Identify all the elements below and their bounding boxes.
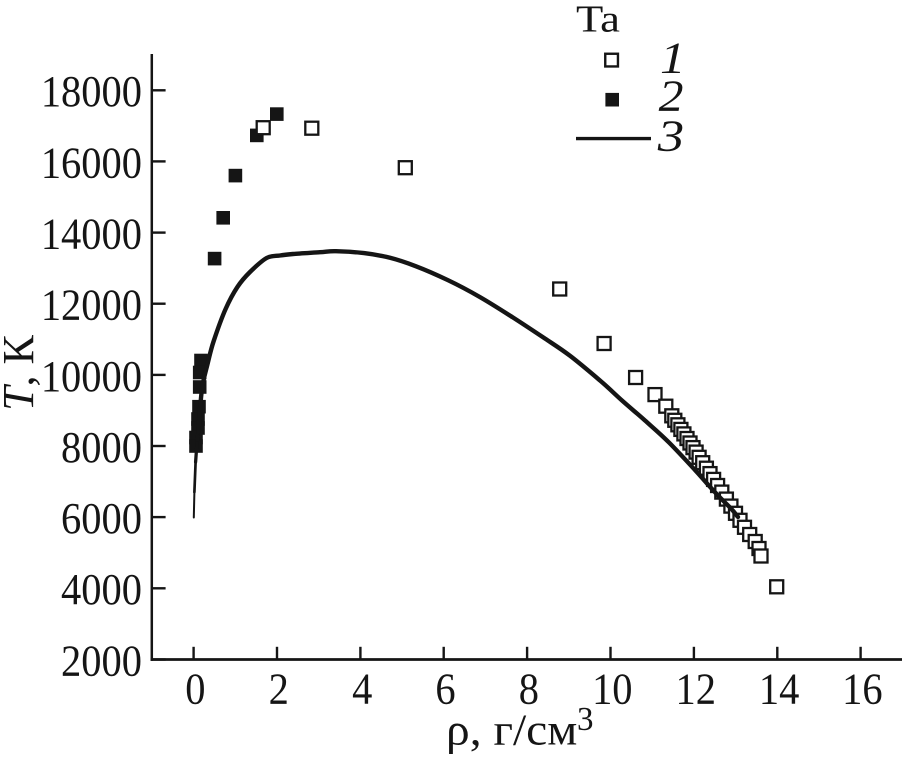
svg-text:8000: 8000 xyxy=(61,423,142,472)
svg-text:2000: 2000 xyxy=(61,637,142,686)
svg-text:18000: 18000 xyxy=(41,68,142,117)
svg-text:2: 2 xyxy=(269,665,289,714)
svg-text:T, К: T, К xyxy=(0,334,43,410)
svg-text:Ta: Ta xyxy=(576,0,620,41)
svg-text:10000: 10000 xyxy=(41,352,142,401)
svg-text:14000: 14000 xyxy=(41,210,142,259)
svg-text:14: 14 xyxy=(759,665,799,714)
svg-text:1: 1 xyxy=(660,35,686,83)
svg-text:12000: 12000 xyxy=(41,281,142,330)
svg-text:6: 6 xyxy=(435,665,455,714)
svg-text:16000: 16000 xyxy=(41,139,142,188)
svg-text:16: 16 xyxy=(842,665,882,714)
svg-text:3: 3 xyxy=(657,112,684,161)
svg-text:4: 4 xyxy=(352,665,372,714)
svg-text:2: 2 xyxy=(659,72,684,121)
svg-text:4000: 4000 xyxy=(61,566,142,615)
svg-text:10: 10 xyxy=(592,665,632,714)
svg-text:ρ, г/см: ρ, г/см xyxy=(446,705,577,754)
svg-text:0: 0 xyxy=(185,665,205,714)
svg-text:3: 3 xyxy=(577,701,593,739)
svg-text:8: 8 xyxy=(519,665,539,714)
svg-text:12: 12 xyxy=(675,665,715,714)
svg-text:6000: 6000 xyxy=(61,494,142,543)
